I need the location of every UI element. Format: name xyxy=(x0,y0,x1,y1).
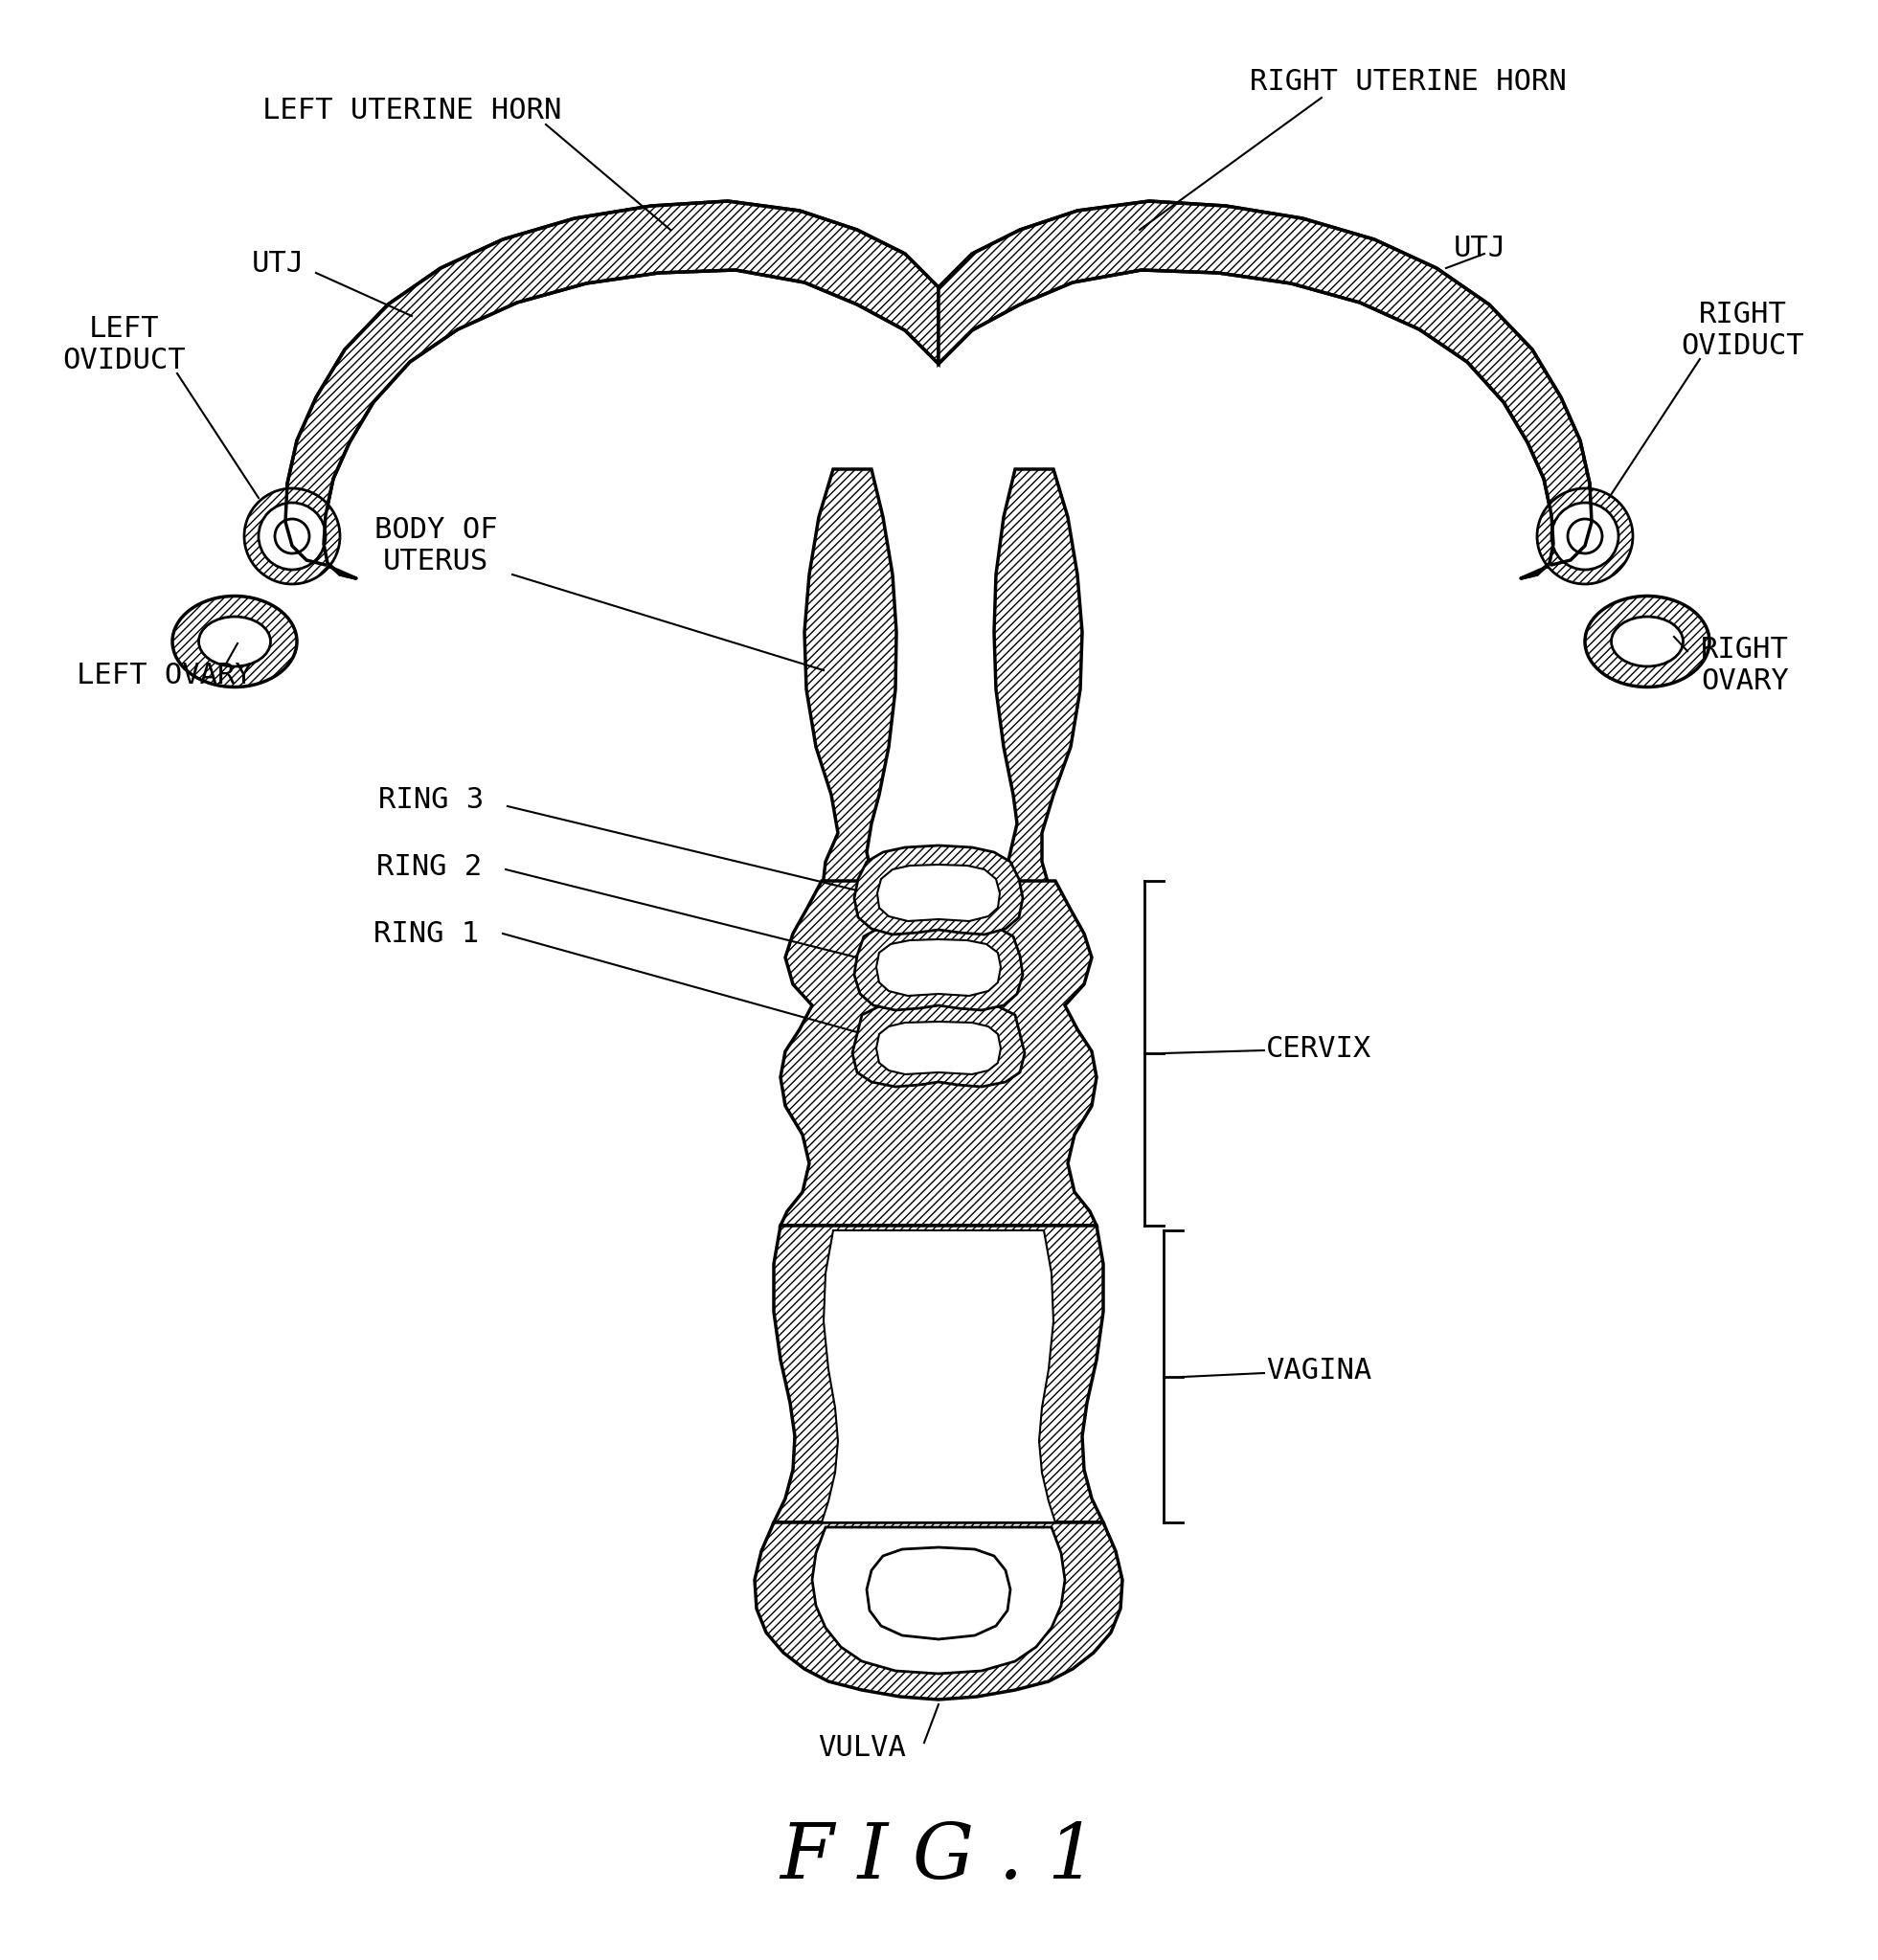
Text: F I G . 1: F I G . 1 xyxy=(779,1821,1097,1895)
Text: UTJ: UTJ xyxy=(252,249,304,276)
Ellipse shape xyxy=(173,596,297,688)
Text: LEFT OVARY: LEFT OVARY xyxy=(77,661,254,688)
Circle shape xyxy=(1536,488,1632,584)
Polygon shape xyxy=(804,468,1082,896)
Text: RIGHT UTERINE HORN: RIGHT UTERINE HORN xyxy=(1249,67,1566,96)
Circle shape xyxy=(244,488,340,584)
Ellipse shape xyxy=(1611,617,1683,666)
Polygon shape xyxy=(866,1546,1010,1639)
Polygon shape xyxy=(774,1225,1102,1523)
Text: VAGINA: VAGINA xyxy=(1266,1356,1371,1386)
Ellipse shape xyxy=(199,617,270,666)
Text: LEFT
OVIDUCT: LEFT OVIDUCT xyxy=(62,316,186,374)
Text: RIGHT
OVARY: RIGHT OVARY xyxy=(1701,635,1790,696)
Polygon shape xyxy=(811,1527,1065,1674)
Polygon shape xyxy=(877,864,999,921)
Circle shape xyxy=(259,502,325,570)
Text: RING 2: RING 2 xyxy=(376,853,483,880)
Ellipse shape xyxy=(1585,596,1709,688)
Polygon shape xyxy=(854,919,1024,1009)
Polygon shape xyxy=(781,880,1097,1225)
Circle shape xyxy=(1551,502,1619,570)
Text: RIGHT
OVIDUCT: RIGHT OVIDUCT xyxy=(1681,300,1805,361)
Polygon shape xyxy=(877,1021,1001,1074)
Polygon shape xyxy=(877,939,1001,996)
Circle shape xyxy=(274,519,310,553)
Text: RING 1: RING 1 xyxy=(374,919,479,947)
Polygon shape xyxy=(939,202,1593,578)
Polygon shape xyxy=(853,1000,1025,1086)
Text: RING 3: RING 3 xyxy=(377,786,485,813)
Text: BODY OF
UTERUS: BODY OF UTERUS xyxy=(374,515,498,576)
Text: UTJ: UTJ xyxy=(1454,235,1506,263)
Polygon shape xyxy=(854,845,1024,935)
Text: VULVA: VULVA xyxy=(819,1733,905,1762)
Polygon shape xyxy=(823,1231,1055,1523)
Text: CERVIX: CERVIX xyxy=(1266,1035,1371,1062)
Polygon shape xyxy=(755,1523,1123,1699)
Text: LEFT UTERINE HORN: LEFT UTERINE HORN xyxy=(263,96,562,123)
Circle shape xyxy=(1568,519,1602,553)
Polygon shape xyxy=(285,202,939,578)
